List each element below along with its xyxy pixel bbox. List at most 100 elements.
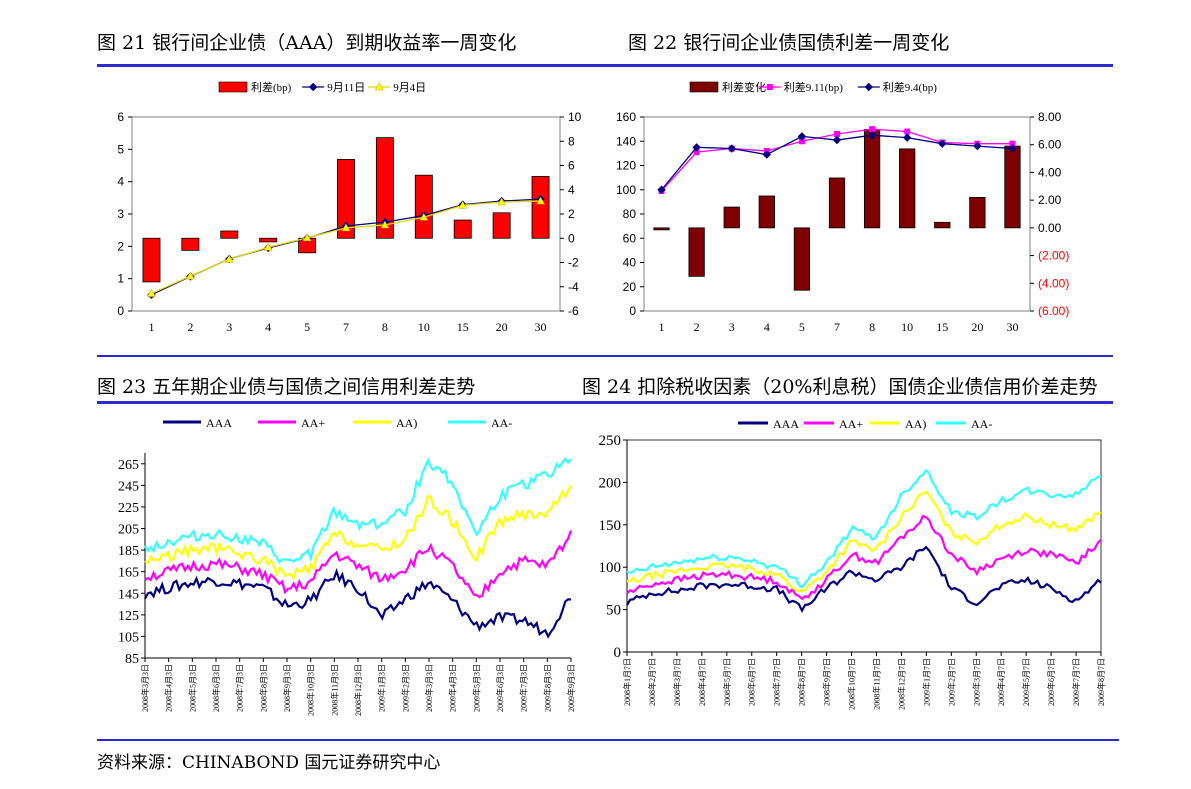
- fig24-xtick-label: 2008年7月7日: [772, 658, 782, 706]
- fig23-xtick-label: 2009年7月3日: [519, 664, 529, 712]
- fig21-xtick-label: 10: [418, 320, 430, 334]
- fig24-series-line: [626, 490, 1102, 593]
- fig22-point: [657, 185, 666, 194]
- fig22-bar: [863, 129, 881, 229]
- fig22-xtick-label: 4: [764, 320, 770, 334]
- fig22-point: [797, 132, 807, 141]
- fig22-ytick-left-label: 60: [623, 231, 637, 245]
- fig22-point: [1008, 144, 1017, 153]
- fig22-bar: [688, 227, 705, 277]
- fig23-ytick-label: 225: [118, 501, 139, 516]
- fig24-xtick-label: 2008年3月7日: [672, 658, 682, 706]
- fig23-ytick-label: 185: [118, 544, 139, 559]
- fig24-ytick-label: 50: [606, 603, 621, 619]
- fig22-point: [902, 133, 912, 142]
- fig21-bar: [220, 230, 239, 239]
- fig22-bar: [969, 196, 986, 229]
- fig24-ytick-label: 100: [599, 560, 622, 576]
- fig23-legend-label: AAA: [206, 416, 232, 430]
- fig22-point: [834, 130, 840, 137]
- fig21-xtick-label: 3: [226, 320, 232, 334]
- fig21-xtick-label: 8: [382, 320, 388, 334]
- fig22-ytick-left-label: 100: [616, 183, 636, 197]
- fig23-legend-label: AA-: [491, 416, 512, 430]
- fig21-bar: [414, 174, 433, 239]
- fig23-xtick-label: 2008年9月3日: [282, 664, 292, 712]
- fig23-series-line: [144, 567, 572, 639]
- fig21-ytick-left-label: 5: [117, 142, 124, 156]
- fig24-legend-label: AA+: [839, 417, 863, 431]
- fig23-ytick-label: 125: [118, 609, 139, 624]
- fig21-point: [458, 200, 468, 209]
- fig22-point: [938, 139, 947, 148]
- fig21-ytick-left-label: 0: [117, 304, 124, 318]
- fig22-legend-marker: [864, 82, 874, 92]
- fig23-xtick-label: 2009年5月3日: [471, 664, 481, 712]
- fig21-ytick-right-label: -6: [568, 304, 579, 318]
- fig24-xtick-label: 2008年9月7日: [822, 658, 832, 706]
- fig22-point: [727, 144, 736, 153]
- fig24-xtick-label: 2008年10月7日: [847, 658, 857, 710]
- fig22-point: [867, 130, 877, 140]
- fig24-xtick-label: 2008年8月7日: [797, 658, 807, 706]
- fig23-title: 图 23 五年期企业债与国债之间信用利差走势: [97, 376, 476, 398]
- middle-rule: [97, 355, 1113, 357]
- fig22-point: [973, 141, 982, 151]
- fig22-ytick-left-label: 0: [629, 304, 636, 318]
- fig24-xtick-label: 2009年4月7日: [996, 658, 1006, 706]
- fig23-xtick-label: 2008年10月3日: [306, 664, 316, 716]
- fig24-xtick-label: 2008年6月7日: [747, 658, 757, 706]
- fig23-xtick-label: 2008年4月3日: [164, 664, 174, 712]
- fig22-point: [762, 150, 772, 159]
- fig24-xtick-label: 2009年3月7日: [971, 658, 981, 706]
- fig21-legend-label: 9月4日: [393, 82, 426, 94]
- fig22-point: [1009, 140, 1016, 147]
- fig22-ytick-right-label: 6.00: [1038, 138, 1062, 152]
- fig22-xtick-label: 2: [694, 320, 700, 334]
- fig21-point: [497, 197, 507, 206]
- fig24-series-line: [626, 545, 1102, 613]
- fig21-xtick-label: 1: [148, 320, 154, 334]
- fig21-point: [380, 220, 390, 229]
- fig24-legend-label: AA): [905, 417, 926, 431]
- fig22-xtick-label: 8: [869, 320, 875, 334]
- fig23-chart: 85 105 125 145 165 185 205 225 245 265 2008年3月3日 20…: [118, 416, 576, 716]
- fig21-ytick-right-label: 4: [568, 183, 575, 197]
- fig21-ytick-left-label: 4: [117, 175, 124, 189]
- fig23-xtick-label: 2008年7月3日: [235, 664, 245, 712]
- fig24-xtick-label: 2008年4月7日: [697, 658, 707, 706]
- fig22-ytick-right-label: 8.00: [1038, 110, 1062, 124]
- fig22-xtick-label: 20: [971, 320, 983, 334]
- fig21-xtick-label: 30: [535, 320, 547, 334]
- fig23-xtick-label: 2008年11月3日: [329, 664, 339, 716]
- fig23-series-line: [144, 484, 572, 581]
- fig22-point: [692, 143, 701, 152]
- fig22-point: [869, 126, 876, 133]
- fig21-ytick-left-label: 6: [117, 110, 124, 124]
- fig22-legend-marker: [766, 84, 773, 90]
- fig22-ytick-right-label: 0.00: [1038, 221, 1062, 235]
- fig21-legend-marker: [308, 82, 318, 92]
- fig24-xtick-label: 2009年7月7日: [1071, 658, 1081, 706]
- fig21-ytick-left-label: 1: [117, 272, 124, 286]
- fig21-legend-label: 利差(bp): [251, 80, 292, 94]
- fig22-ytick-left-label: 140: [616, 134, 636, 148]
- fig21-ytick-right-label: 6: [568, 159, 575, 173]
- fig24-xtick-label: 2009年1月7日: [921, 658, 931, 706]
- fig21-ytick-right-label: 2: [568, 207, 575, 221]
- fig23-xtick-label: 2009年6月3日: [495, 664, 505, 712]
- fig21-bar: [181, 237, 200, 251]
- fig21-title: 图 21 银行间企业债（AAA）到期收益率一周变化: [97, 32, 517, 54]
- fig22-ytick-left-label: 20: [623, 280, 637, 294]
- fig22-ytick-right-label: 2.00: [1038, 193, 1062, 207]
- fig23-legend-label: AA): [396, 416, 417, 430]
- fig22-chart: 020406080100120140160(6.00)(4.00)(2.00)0…: [616, 80, 1069, 334]
- fig21-bar: [259, 237, 278, 243]
- fig21-point: [185, 271, 195, 280]
- fig21-ytick-right-label: -2: [568, 256, 579, 270]
- fig22-bar: [758, 195, 775, 229]
- fig22-ytick-left-label: 40: [623, 256, 637, 270]
- fig22-title: 图 22 银行间企业债国债利差一周变化: [628, 32, 950, 54]
- fig24-xtick-label: 2009年8月7日: [1096, 658, 1106, 706]
- fig21-ytick-left-label: 3: [117, 207, 124, 221]
